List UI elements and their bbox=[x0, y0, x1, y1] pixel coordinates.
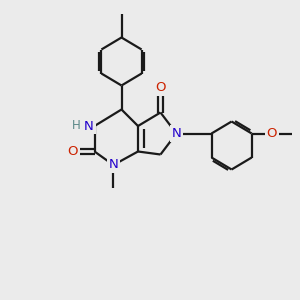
Text: N: N bbox=[172, 127, 181, 140]
Text: N: N bbox=[84, 119, 94, 133]
Text: H: H bbox=[71, 119, 80, 132]
Text: O: O bbox=[155, 81, 166, 94]
Text: O: O bbox=[267, 127, 277, 140]
Text: O: O bbox=[67, 145, 78, 158]
Text: N: N bbox=[109, 158, 118, 172]
